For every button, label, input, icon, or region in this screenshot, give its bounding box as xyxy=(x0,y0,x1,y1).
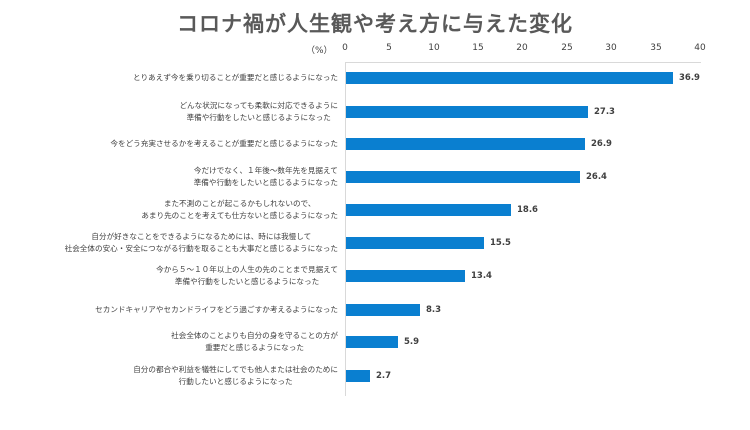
category-label: 今から５～１０年以上の人生の先のことまで見据えて 準備や行動をしたいと感じるように… xyxy=(156,265,338,286)
category-label: 自分の都合や利益を犠牲にしてでも他人または社会のために 行動したいと感じるようにな… xyxy=(133,365,338,386)
value-label: 8.3 xyxy=(426,305,442,315)
value-label: 18.6 xyxy=(517,205,538,215)
category-label: どんな状況になっても柔軟に対応できるように 準備や行動をしたいと感じるようになった xyxy=(179,101,338,122)
value-label: 13.4 xyxy=(471,271,492,281)
x-tick: 25 xyxy=(561,43,573,53)
value-label: 26.4 xyxy=(586,172,607,182)
value-label: 15.5 xyxy=(490,238,511,248)
value-label: 26.9 xyxy=(591,139,612,149)
bar xyxy=(346,72,673,84)
x-tick: 10 xyxy=(428,43,440,53)
category-label: また不測のことが起こるかもしれないので、 あまり先のことを考えても仕方ないと感じる… xyxy=(141,199,338,220)
bar xyxy=(346,370,370,382)
value-label: 27.3 xyxy=(594,107,615,117)
category-label: 今だけでなく、１年後～数年先を見据えて 準備や行動をしたいと感じるようになった xyxy=(193,166,338,187)
x-tick: 5 xyxy=(386,43,392,53)
category-label: とりあえず今を乗り切ることが重要だと感じるようになった xyxy=(132,73,338,82)
x-tick: 40 xyxy=(694,43,706,53)
bar xyxy=(346,106,588,118)
axis-unit-label: （%） xyxy=(306,46,333,56)
y-axis-line xyxy=(345,62,346,396)
x-tick: 0 xyxy=(342,43,348,53)
value-label: 2.7 xyxy=(376,371,392,381)
value-label: 5.9 xyxy=(404,337,420,347)
x-tick: 15 xyxy=(472,43,484,53)
bar xyxy=(346,171,580,183)
value-label: 36.9 xyxy=(679,73,700,83)
category-label: セカンドキャリアやセカンドライフをどう過ごすか考えるようになった xyxy=(95,305,338,314)
x-tick: 30 xyxy=(605,43,617,53)
bar xyxy=(346,138,585,150)
category-label: 今をどう充実させるかを考えることが重要だと感じるようになった xyxy=(110,139,338,148)
x-tick: 20 xyxy=(516,43,528,53)
top-gridline xyxy=(345,62,701,63)
bar xyxy=(346,336,398,348)
bar xyxy=(346,304,420,316)
x-tick: 35 xyxy=(650,43,662,53)
category-label: 社会全体のことよりも自分の身を守ることの方が 重要だと感じるようになった xyxy=(171,331,338,352)
chart-title: コロナ禍が人生観や考え方に与えた変化 xyxy=(177,12,573,36)
bar xyxy=(346,204,511,216)
bar xyxy=(346,270,465,282)
bar xyxy=(346,237,484,249)
category-label: 自分が好きなことをできるようになるためには、時には我慢して 社会全体の安心・安全に… xyxy=(64,232,338,253)
